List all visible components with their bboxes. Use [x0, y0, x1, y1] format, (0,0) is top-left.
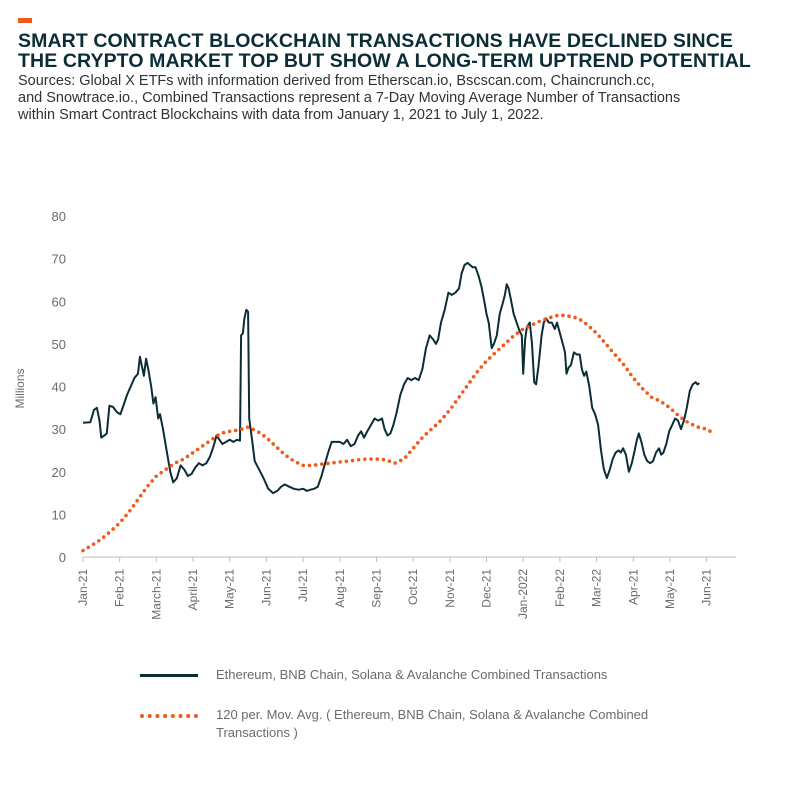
y-tick-label: 30 — [52, 422, 66, 437]
y-tick-label: 80 — [52, 209, 66, 224]
legend-label: 120 per. Mov. Avg. ( Ethereum, BNB Chain… — [216, 707, 649, 740]
y-axis: 0 10 20 30 40 50 60 70 80 Millions — [13, 209, 66, 565]
chart-title: SMART CONTRACT BLOCKCHAIN TRANSACTIONS H… — [18, 31, 788, 71]
y-tick-label: 50 — [52, 337, 66, 352]
chart-sources: Sources: Global X ETFs with information … — [18, 73, 788, 124]
y-axis-label: Millions — [13, 368, 27, 408]
x-axis: Jan-21 Feb-21 March-21 April-21 May-21 Jun-21… — [76, 556, 736, 620]
x-tick-label: Feb-22 — [553, 569, 567, 607]
y-tick-label: 10 — [52, 507, 66, 522]
x-tick-label: April-21 — [186, 569, 200, 611]
y-tick-label: 60 — [52, 294, 66, 309]
x-tick-label: May-21 — [663, 569, 677, 609]
x-tick-label: March-21 — [149, 569, 163, 620]
y-tick-label: 40 — [52, 380, 66, 395]
legend-swatch-solid — [140, 674, 198, 677]
accent-bar — [18, 18, 32, 23]
x-tick-label: Sep-21 — [369, 569, 383, 608]
x-tick-label: Mar-22 — [590, 569, 604, 607]
x-tick-label: Nov-21 — [443, 569, 457, 608]
y-tick-label: 20 — [52, 465, 66, 480]
x-tick-label: Jan-21 — [76, 569, 90, 606]
y-tick-label: 0 — [59, 550, 66, 565]
legend-item-combined: Ethereum, BNB Chain, Solana & Avalanche … — [140, 666, 656, 684]
x-tick-label: Jan-2022 — [516, 569, 530, 619]
series-group — [81, 261, 713, 553]
y-tick-label: 70 — [52, 252, 66, 267]
x-tick-label: Feb-21 — [113, 569, 127, 607]
sources-line: and Snowtrace.io., Combined Transactions… — [18, 90, 681, 106]
legend-swatch-dotted — [140, 714, 198, 718]
combined-transactions-line — [82, 261, 700, 495]
x-tick-label: Jun-21 — [700, 569, 714, 606]
moving-average-line — [81, 313, 713, 553]
legend-label: Ethereum, BNB Chain, Solana & Avalanche … — [216, 667, 608, 682]
legend-item-moving-average: 120 per. Mov. Avg. ( Ethereum, BNB Chain… — [140, 706, 656, 742]
sources-line: Sources: Global X ETFs with information … — [18, 73, 655, 89]
x-tick-label: Aug-21 — [333, 569, 347, 608]
chart-title-line: SMART CONTRACT BLOCKCHAIN TRANSACTIONS H… — [18, 30, 734, 52]
sources-line: within Smart Contract Blockchains with d… — [18, 107, 544, 123]
x-tick-label: Oct-21 — [406, 569, 420, 605]
x-tick-label: Jun-21 — [259, 569, 273, 606]
x-tick-label: Jul-21 — [296, 569, 310, 602]
x-tick-label: Apr-21 — [626, 569, 640, 605]
chart-title-line: THE CRYPTO MARKET TOP BUT SHOW A LONG-TE… — [18, 50, 751, 72]
x-tick-label: Dec-21 — [480, 569, 494, 608]
x-tick-label: May-21 — [223, 569, 237, 609]
